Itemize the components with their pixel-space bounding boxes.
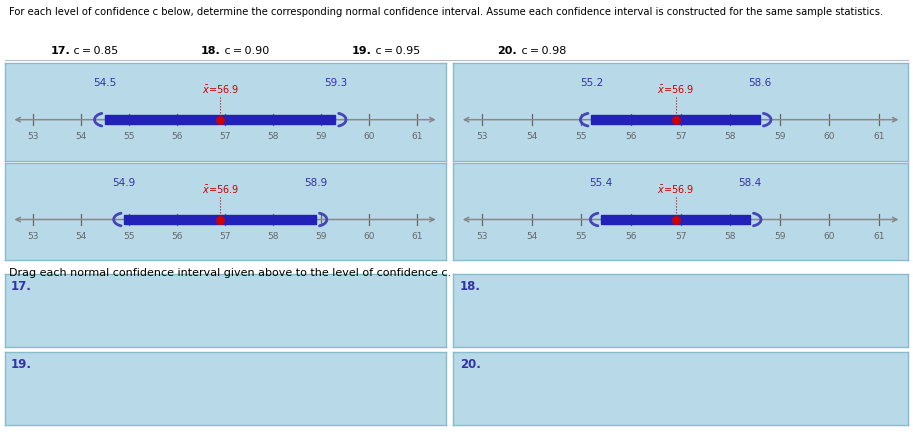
Text: 19.: 19. (11, 358, 32, 371)
Text: 53: 53 (27, 232, 39, 241)
Text: 53: 53 (477, 232, 488, 241)
Text: 54: 54 (526, 132, 538, 141)
Bar (592, 115, 760, 125)
Text: 18.: 18. (201, 46, 221, 56)
Text: c = 0.90: c = 0.90 (221, 46, 269, 56)
Text: 55.2: 55.2 (580, 78, 603, 88)
Text: c = 0.98: c = 0.98 (518, 46, 566, 56)
Text: 54.9: 54.9 (112, 178, 136, 188)
Bar (105, 115, 335, 125)
Text: 61: 61 (874, 232, 885, 241)
Text: 58.4: 58.4 (739, 178, 761, 188)
Text: 55: 55 (123, 232, 135, 241)
Text: 19.: 19. (352, 46, 372, 56)
Text: 57: 57 (219, 232, 231, 241)
Text: 58: 58 (268, 232, 278, 241)
Text: For each level of confidence c below, determine the corresponding normal confide: For each level of confidence c below, de… (9, 7, 884, 16)
Text: 61: 61 (874, 132, 885, 141)
Text: 59: 59 (774, 132, 785, 141)
Text: 53: 53 (27, 132, 39, 141)
Text: $\bar{x}$=56.9: $\bar{x}$=56.9 (657, 84, 694, 96)
Text: 53: 53 (477, 132, 488, 141)
Text: 55: 55 (123, 132, 135, 141)
Text: 56: 56 (625, 232, 636, 241)
Text: c = 0.95: c = 0.95 (372, 46, 420, 56)
Text: 58: 58 (725, 132, 736, 141)
Text: 18.: 18. (459, 280, 480, 293)
Text: 59: 59 (315, 132, 327, 141)
Text: 17.: 17. (50, 46, 70, 56)
Text: 20.: 20. (459, 358, 480, 371)
Bar (124, 215, 316, 224)
Text: $\bar{x}$=56.9: $\bar{x}$=56.9 (202, 84, 239, 96)
Text: 57: 57 (219, 132, 231, 141)
Text: 54: 54 (76, 232, 87, 241)
Text: 60: 60 (824, 132, 835, 141)
Text: 54: 54 (526, 232, 538, 241)
Text: 61: 61 (411, 232, 423, 241)
Text: 56: 56 (172, 232, 183, 241)
Text: 55: 55 (576, 132, 587, 141)
Text: 61: 61 (411, 132, 423, 141)
Text: 60: 60 (824, 232, 835, 241)
Text: 55: 55 (576, 232, 587, 241)
Text: c = 0.85: c = 0.85 (70, 46, 119, 56)
Text: 58.6: 58.6 (749, 78, 771, 88)
Text: 57: 57 (675, 232, 687, 241)
Text: 58: 58 (725, 232, 736, 241)
Text: 56: 56 (172, 132, 183, 141)
Text: 56: 56 (625, 132, 636, 141)
Text: 57: 57 (675, 132, 687, 141)
Text: 60: 60 (363, 132, 374, 141)
Text: 60: 60 (363, 232, 374, 241)
Text: 59.3: 59.3 (324, 78, 347, 88)
Text: 54.5: 54.5 (93, 78, 117, 88)
Text: 59: 59 (315, 232, 327, 241)
Text: 59: 59 (774, 232, 785, 241)
Text: 17.: 17. (11, 280, 32, 293)
Text: Drag each normal confidence interval given above to the level of confidence c.: Drag each normal confidence interval giv… (9, 268, 451, 278)
Text: 58: 58 (268, 132, 278, 141)
Text: 54: 54 (76, 132, 87, 141)
Text: $\bar{x}$=56.9: $\bar{x}$=56.9 (657, 184, 694, 196)
Text: 58.9: 58.9 (305, 178, 328, 188)
Text: 20.: 20. (498, 46, 517, 56)
Text: $\bar{x}$=56.9: $\bar{x}$=56.9 (202, 184, 239, 196)
Bar (602, 215, 750, 224)
Text: 55.4: 55.4 (590, 178, 613, 188)
